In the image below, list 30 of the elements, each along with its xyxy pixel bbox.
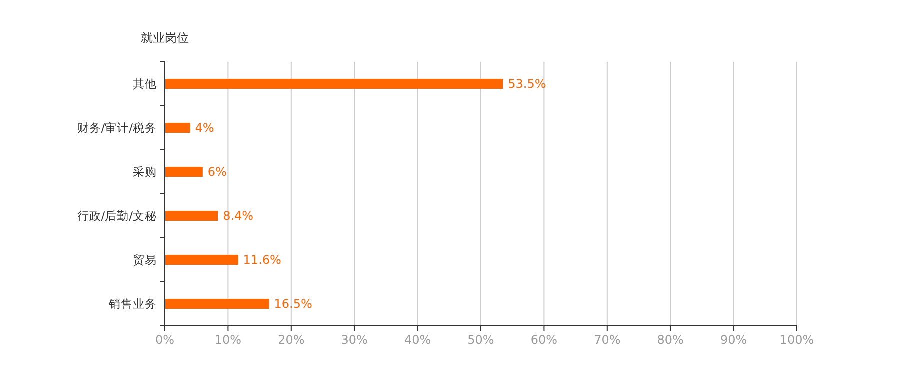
data-label: 53.5% [508,77,546,92]
data-label: 11.6% [243,253,282,268]
x-tick-label: 100% [780,333,814,347]
data-label: 4% [195,121,214,136]
x-tick-label: 40% [404,333,432,347]
y-tick-label: 其他 [133,77,157,92]
data-label: 6% [208,165,227,180]
y-tick-label: 采购 [133,165,157,180]
x-tick-label: 60% [530,333,558,347]
data-label: 16.5% [274,297,312,312]
x-tick-label: 10% [214,333,242,347]
bar [165,167,203,177]
bar [165,123,190,133]
bar [165,255,238,265]
y-tick-label: 行政/后勤/文秘 [77,209,157,224]
x-tick-label: 70% [594,333,621,347]
y-tick-label: 销售业务 [108,297,157,312]
x-tick-label: 80% [657,333,684,347]
data-label: 8.4% [223,209,254,224]
y-axis-title: 就业岗位 [141,31,189,45]
y-tick-label: 财务/审计/税务 [77,121,157,136]
x-tick-label: 0% [155,333,175,347]
bar [165,299,270,309]
y-tick-label: 贸易 [133,253,157,268]
x-tick-label: 90% [720,333,748,347]
bar [165,211,218,221]
x-tick-label: 30% [341,333,368,347]
x-tick-label: 20% [278,333,305,347]
x-tick-label: 50% [468,333,494,347]
bar [165,79,504,89]
